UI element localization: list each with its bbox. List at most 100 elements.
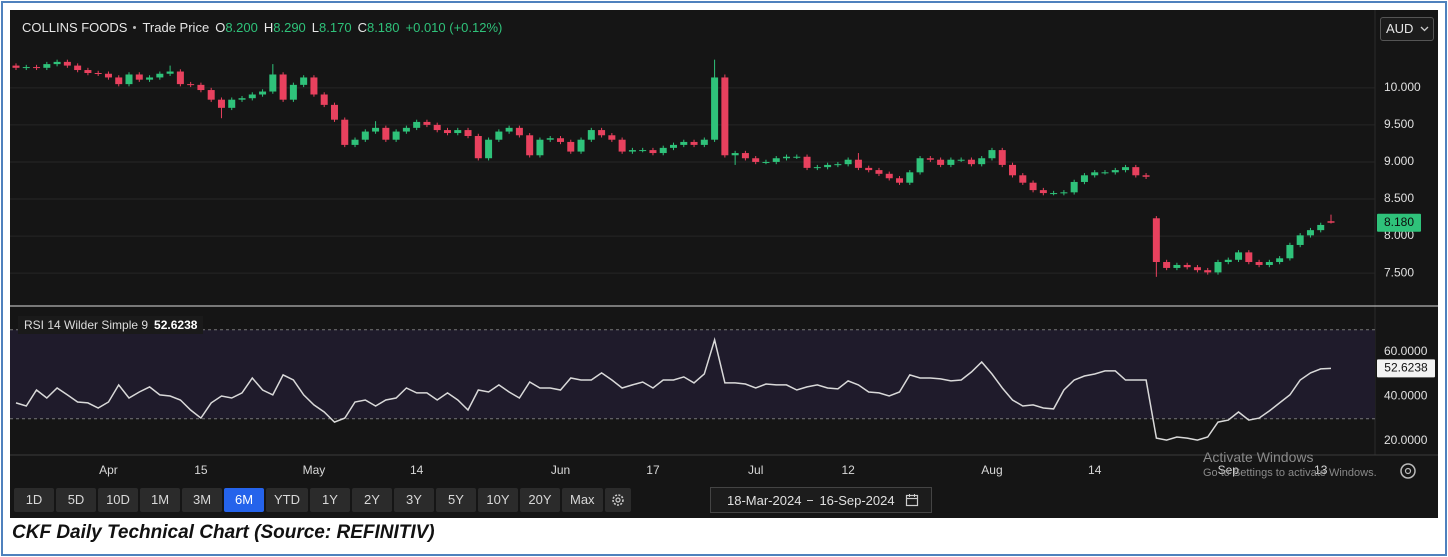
candle-body: [166, 71, 174, 74]
candle-body: [659, 147, 667, 154]
candle-body: [649, 150, 657, 154]
candle-body: [988, 150, 996, 159]
candle-body: [628, 150, 636, 152]
candle-body: [998, 150, 1006, 165]
candle-body: [1060, 192, 1068, 194]
candle-body: [279, 74, 287, 100]
candle-body: [12, 65, 20, 68]
y-tick-label: 9.000: [1384, 154, 1414, 168]
candle-body: [289, 84, 297, 100]
readout-key: H: [263, 20, 274, 35]
x-tick-label: Aug: [981, 463, 1002, 477]
candle-body: [361, 131, 369, 140]
range-toolbar: 1D 5D 10D 1M 3M 6M YTD 1Y 2Y 3Y 5Y 10Y 20Y Max: [14, 488, 631, 512]
range-button[interactable]: 1D: [14, 488, 54, 512]
candle-body: [1296, 235, 1304, 245]
y-tick-label: 8.500: [1384, 191, 1414, 205]
indicator-legend: RSI 14 Wilder Simple 9 52.6238: [18, 316, 204, 334]
candle-body: [515, 127, 523, 136]
range-button[interactable]: 5Y: [436, 488, 476, 512]
candle-body: [690, 141, 698, 145]
candle-body: [1019, 175, 1027, 183]
candle-body: [300, 77, 308, 85]
candle-body: [967, 159, 975, 165]
range-button[interactable]: YTD: [266, 488, 308, 512]
candle-body: [906, 172, 914, 183]
candle-body: [505, 127, 513, 132]
candle-body: [721, 77, 729, 156]
last-value-label: 52.6238: [1384, 361, 1428, 375]
candle-body: [741, 153, 749, 159]
y-tick-label: 40.0000: [1384, 389, 1428, 403]
currency-dropdown[interactable]: AUD: [1380, 17, 1434, 41]
candle-body: [474, 136, 482, 159]
range-button[interactable]: 20Y: [520, 488, 560, 512]
candle-body: [1173, 264, 1181, 268]
candle-body: [824, 164, 832, 168]
candle-body: [43, 64, 51, 68]
candle-body: [618, 139, 626, 152]
readout-key: O: [215, 20, 226, 35]
candle-body: [1122, 167, 1130, 171]
last-value-label: 8.180: [1384, 215, 1414, 229]
candle-body: [1039, 190, 1047, 194]
range-button[interactable]: 1M: [140, 488, 180, 512]
candle-body: [104, 73, 112, 78]
range-button[interactable]: 10Y: [478, 488, 518, 512]
range-button[interactable]: 10D: [98, 488, 138, 512]
candle-body: [1214, 262, 1222, 273]
candle-body: [844, 159, 852, 165]
x-tick-label: May: [303, 463, 326, 477]
candle-body: [1286, 244, 1294, 259]
date-range[interactable]: 18-Mar-2024 16-Sep-2024: [710, 487, 932, 513]
candle-body: [63, 61, 71, 66]
last-value-tag: [1377, 213, 1421, 232]
candle-body: [567, 141, 575, 152]
candle-body: [176, 71, 184, 85]
settings-icon-center: [1404, 467, 1412, 475]
gear-icon: [611, 494, 624, 506]
range-button[interactable]: 6M: [224, 488, 264, 512]
candle-body: [464, 130, 472, 137]
rsi-line: [15, 337, 1332, 441]
candle-body: [269, 74, 277, 92]
y-tick-label: 60.0000: [1384, 344, 1428, 358]
range-button[interactable]: Max: [562, 488, 603, 512]
x-tick-label: Sep: [1218, 463, 1240, 477]
candle-body: [598, 130, 606, 136]
candle-body: [443, 130, 451, 134]
range-button[interactable]: 3M: [182, 488, 222, 512]
range-button[interactable]: 3Y: [394, 488, 434, 512]
readout-key: C: [357, 20, 367, 35]
candle-body: [1111, 170, 1119, 173]
calendar-icon: [905, 494, 918, 507]
last-value-tag: [1377, 359, 1435, 378]
readout-value: 8.200: [225, 20, 258, 35]
price-change: +0.010 (+0.12%): [405, 20, 503, 35]
chevron: [1420, 26, 1429, 32]
candle-body: [485, 139, 493, 159]
candle-body: [402, 127, 410, 132]
x-tick-label: Apr: [99, 463, 118, 477]
candle-body: [1204, 270, 1212, 273]
candle-body: [711, 77, 719, 140]
range-button[interactable]: 5D: [56, 488, 96, 512]
range-button[interactable]: 2Y: [352, 488, 392, 512]
candle-body: [834, 164, 842, 166]
candle-body: [259, 91, 267, 95]
candle-body: [1255, 262, 1263, 265]
candle-body: [556, 138, 564, 142]
plot: Apr 15 May 14 Jun 17 Jul 12 Aug 14 Sep 13 7.500 8.000…: [10, 59, 1435, 477]
candle-body: [1080, 175, 1088, 182]
readout-value: 8.180: [366, 20, 400, 35]
candle-body: [1193, 267, 1201, 271]
x-tick-label: 13: [1314, 463, 1328, 477]
candle-body: [772, 158, 780, 162]
candle-body: [1306, 230, 1314, 236]
settings-button[interactable]: [604, 488, 631, 512]
candle-body: [639, 150, 647, 152]
range-button[interactable]: 1Y: [310, 488, 350, 512]
settings-icon[interactable]: [1400, 463, 1416, 479]
